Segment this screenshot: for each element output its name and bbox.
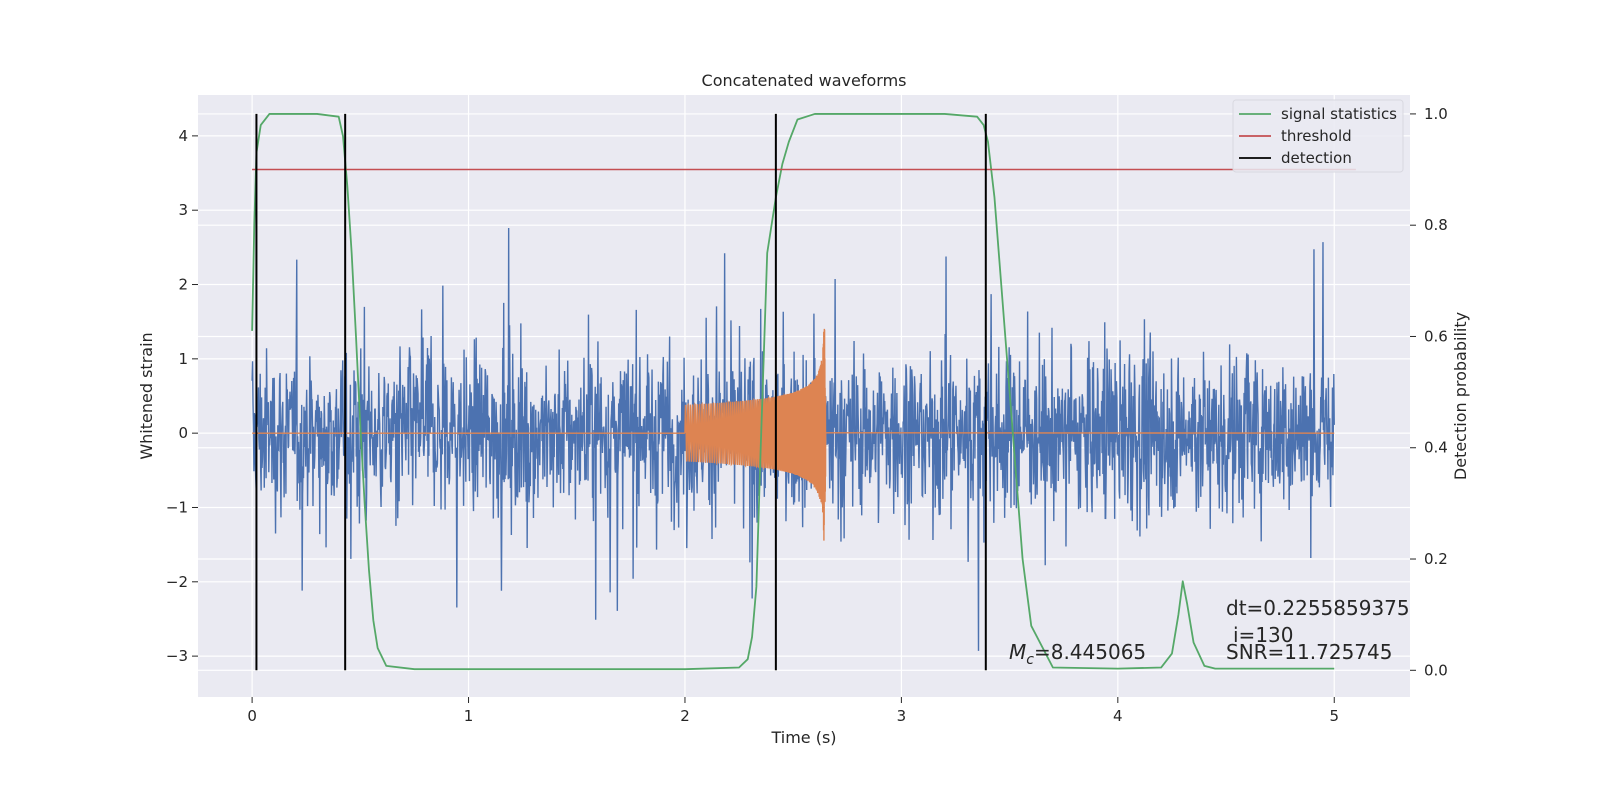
x-tick-label-0: 0 bbox=[247, 707, 257, 725]
y-tick-label-0: −3 bbox=[166, 647, 188, 665]
annotation-dt: dt=0.2255859375 bbox=[1226, 596, 1410, 620]
y-tick-label-4: 1 bbox=[178, 350, 188, 368]
y-tick-label-5: 2 bbox=[178, 276, 188, 294]
y-tick-label-3: 0 bbox=[178, 424, 188, 442]
legend: signal statistics threshold detection bbox=[1232, 99, 1404, 173]
x-axis-label: Time (s) bbox=[770, 728, 836, 747]
chart-title: Concatenated waveforms bbox=[702, 71, 907, 90]
legend-label-2: detection bbox=[1281, 149, 1352, 167]
legend-label-0: signal statistics bbox=[1281, 105, 1397, 123]
legend-label-1: threshold bbox=[1281, 127, 1352, 145]
y2-tick-label-1: 0.2 bbox=[1424, 550, 1448, 568]
y2-tick-label-5: 1.0 bbox=[1424, 105, 1448, 123]
legend-box bbox=[1232, 99, 1404, 173]
y2-tick-label-3: 0.6 bbox=[1424, 327, 1448, 345]
series-signal-statistics bbox=[251, 113, 1335, 671]
ticks: 0 1 2 3 4 5 −3 −2 −1 0 1 2 3 4 0.0 0.2 0.4 0.6 0.8 1.0 bbox=[166, 105, 1448, 725]
series-injected-waveform bbox=[252, 328, 1335, 541]
x-tick-label-3: 3 bbox=[897, 707, 907, 725]
y2-tick-label-0: 0.0 bbox=[1424, 661, 1448, 679]
y-tick-label-7: 4 bbox=[178, 127, 188, 145]
y2-tick-label-2: 0.4 bbox=[1424, 439, 1448, 457]
annotation-mc: Mc=8.445065 bbox=[1009, 640, 1146, 668]
y2-axis-label: Detection probability bbox=[1451, 312, 1470, 480]
annotations: Mc=8.445065 dt=0.2255859375 i=130 SNR=11… bbox=[1009, 596, 1410, 668]
x-tick-label-2: 2 bbox=[680, 707, 690, 725]
y-tick-label-1: −2 bbox=[166, 573, 188, 591]
x-tick-label-1: 1 bbox=[464, 707, 474, 725]
y-axis-label: Whitened strain bbox=[137, 332, 156, 459]
annotation-i: i=130 bbox=[1233, 623, 1294, 647]
plot-series bbox=[251, 113, 1356, 671]
y2-tick-label-4: 0.8 bbox=[1424, 216, 1448, 234]
x-tick-label-4: 4 bbox=[1113, 707, 1123, 725]
y-tick-label-2: −1 bbox=[166, 498, 188, 516]
y-tick-label-6: 3 bbox=[178, 201, 188, 219]
x-tick-label-5: 5 bbox=[1329, 707, 1339, 725]
annotation-snr: SNR=11.725745 bbox=[1226, 640, 1392, 664]
